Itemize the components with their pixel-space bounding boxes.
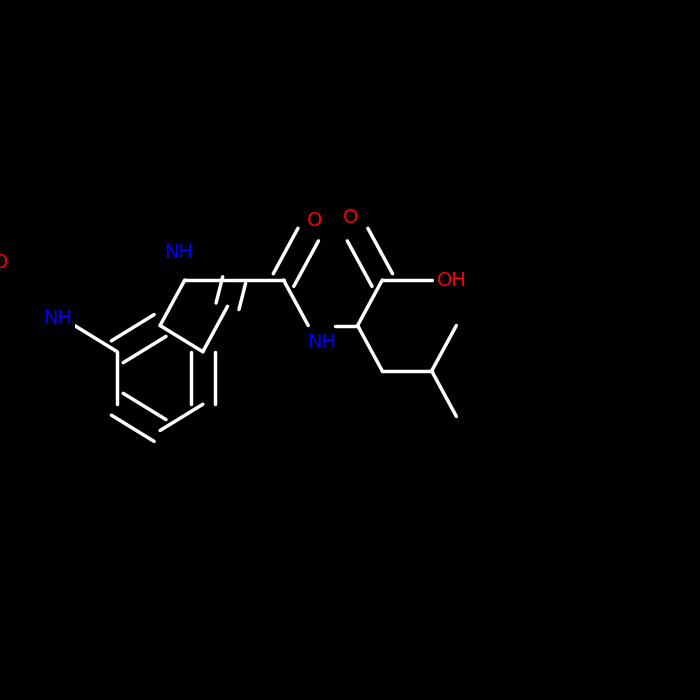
Text: O: O xyxy=(343,208,358,227)
Text: NH: NH xyxy=(164,242,193,262)
Text: NH: NH xyxy=(307,333,336,353)
Text: OH: OH xyxy=(437,270,466,290)
Text: NH: NH xyxy=(43,309,73,328)
Text: O: O xyxy=(0,253,8,272)
Text: O: O xyxy=(307,211,323,230)
